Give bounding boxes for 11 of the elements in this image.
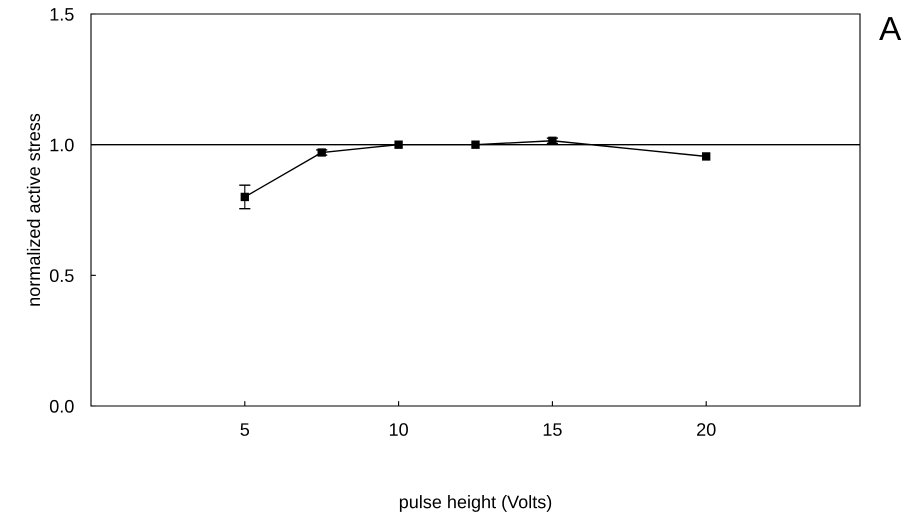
text: A	[879, 17, 902, 40]
y-axis-title: normalized active stress	[26, 114, 40, 306]
x-axis-title: pulse height (Volts)	[400, 495, 552, 512]
x-tick-label: 20	[697, 423, 716, 436]
y-tick-label: 0.0	[50, 400, 74, 413]
x-tick-label: 10	[390, 423, 408, 436]
y-tick-label: 1.0	[50, 138, 74, 152]
y-tick-label: 0.5	[50, 269, 74, 282]
x-tick-label: 15	[544, 423, 562, 436]
y-tick-label: 1.5	[50, 8, 74, 21]
x-tick-label: 5	[240, 423, 250, 436]
